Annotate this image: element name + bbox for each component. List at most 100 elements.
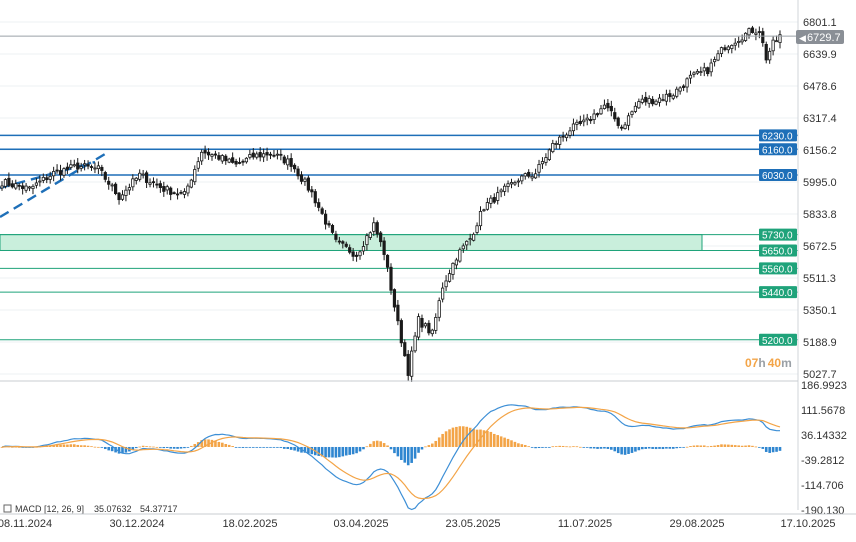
candle-body	[589, 119, 593, 122]
candle-body	[337, 240, 341, 243]
candle-body	[468, 238, 472, 241]
level-tag-label: 5200.0	[762, 336, 793, 347]
macd-hist-bar	[400, 446, 403, 461]
macd-hist-bar	[771, 446, 775, 453]
macd-hist-bar	[713, 445, 716, 447]
countdown-hours: 07	[745, 356, 759, 370]
candle-body	[695, 70, 699, 74]
candle-body	[730, 44, 734, 49]
candle-body	[38, 180, 42, 183]
macd-hist-bar	[551, 446, 555, 448]
candle-body	[671, 95, 675, 99]
candle-body	[527, 171, 531, 177]
candle-body	[441, 287, 445, 300]
candle-body	[406, 353, 410, 376]
candle-body	[754, 32, 758, 35]
macd-hist-bar	[379, 441, 382, 447]
candle-body	[224, 155, 228, 162]
candle-body	[530, 175, 534, 179]
macd-hist-bar	[93, 446, 97, 448]
macd-hist-bar	[365, 446, 369, 448]
candle-body	[778, 34, 782, 43]
macd-hist-bar	[651, 446, 654, 449]
candle-body	[375, 222, 379, 235]
candle-body	[461, 245, 465, 250]
candle-body	[692, 72, 696, 75]
candle-body	[282, 156, 286, 164]
macd-hist-bar	[716, 445, 720, 447]
level-tag-label: 5650.0	[762, 246, 793, 257]
candle-body	[454, 259, 459, 266]
price-axis-labels: 6801.1 6639.9 6478.6 6317.4 6156.2 5995.0 5833…	[803, 17, 837, 381]
macd-hist-bar	[59, 444, 62, 447]
macd-hist-bar	[134, 446, 138, 449]
candle-body	[327, 223, 331, 226]
candle-body	[127, 187, 131, 191]
macd-hist-bar	[148, 446, 152, 448]
candle-body	[117, 192, 121, 201]
macd-hist-bar	[554, 446, 558, 447]
candle-body	[248, 154, 252, 158]
candle-body	[182, 191, 187, 195]
indicator-settings-icon[interactable]	[3, 504, 12, 513]
macd-hist-bar	[72, 444, 76, 447]
macd-hist-bar	[668, 446, 672, 449]
macd-hist-bar	[334, 446, 338, 458]
candle-body	[79, 166, 83, 169]
level-tag-bg	[759, 262, 797, 275]
candle-body	[265, 152, 269, 156]
candle-body	[169, 187, 173, 195]
macd-hist-bar	[224, 444, 228, 447]
macd-hist-bar	[534, 446, 537, 449]
candle-body	[334, 233, 338, 240]
macd-hist-bar	[682, 446, 685, 448]
candle-body	[272, 154, 276, 157]
candle-body	[458, 249, 462, 262]
macd-hist-bar	[513, 441, 517, 447]
candle-body	[626, 115, 631, 126]
macd-hist-bar	[658, 446, 661, 449]
candle-body	[379, 232, 383, 243]
candle-body	[275, 153, 279, 156]
macd-hist-bar	[575, 446, 579, 448]
macd-hist-bar	[775, 446, 778, 452]
macd-hist-bar	[97, 446, 100, 448]
macd-line	[1, 404, 780, 511]
candle-body	[354, 254, 359, 257]
candle-body	[148, 182, 152, 185]
candle-body	[503, 185, 507, 192]
macd-hist-bar	[475, 429, 479, 447]
candle-body	[368, 232, 372, 238]
candle-body	[131, 178, 135, 188]
candle-body	[138, 172, 142, 180]
candle-body	[158, 183, 162, 188]
candle-body	[568, 130, 572, 136]
candle-body	[606, 102, 610, 109]
macd-hist-bar	[286, 446, 290, 449]
macd-hist-bar	[55, 444, 59, 447]
macd-hist-bar	[737, 445, 740, 447]
candle-body	[134, 177, 138, 181]
candle-body	[609, 105, 613, 112]
last-price-tag: ◀ 6729.7	[796, 30, 844, 44]
candle-body	[774, 40, 779, 43]
price-tick-label: 5027.7	[803, 369, 837, 381]
candle-body	[313, 191, 317, 204]
candle-body	[351, 251, 355, 257]
level-tag-label: 5730.0	[762, 231, 793, 242]
macd-hist-bar	[451, 427, 455, 447]
macd-hist-bar	[520, 444, 524, 447]
candle-body	[341, 241, 345, 244]
candle-body	[200, 151, 204, 162]
candle-body	[103, 172, 107, 180]
macd-hist-bar	[393, 446, 396, 454]
macd-hist-bar	[86, 445, 90, 447]
macd-hist-bar	[179, 446, 183, 449]
macd-hist-bar	[641, 446, 644, 450]
candle-body	[620, 126, 624, 129]
candle-body	[320, 208, 324, 214]
macd-hist-bar	[764, 446, 768, 452]
candle-body	[513, 182, 517, 185]
macd-hist-bar	[403, 446, 407, 463]
